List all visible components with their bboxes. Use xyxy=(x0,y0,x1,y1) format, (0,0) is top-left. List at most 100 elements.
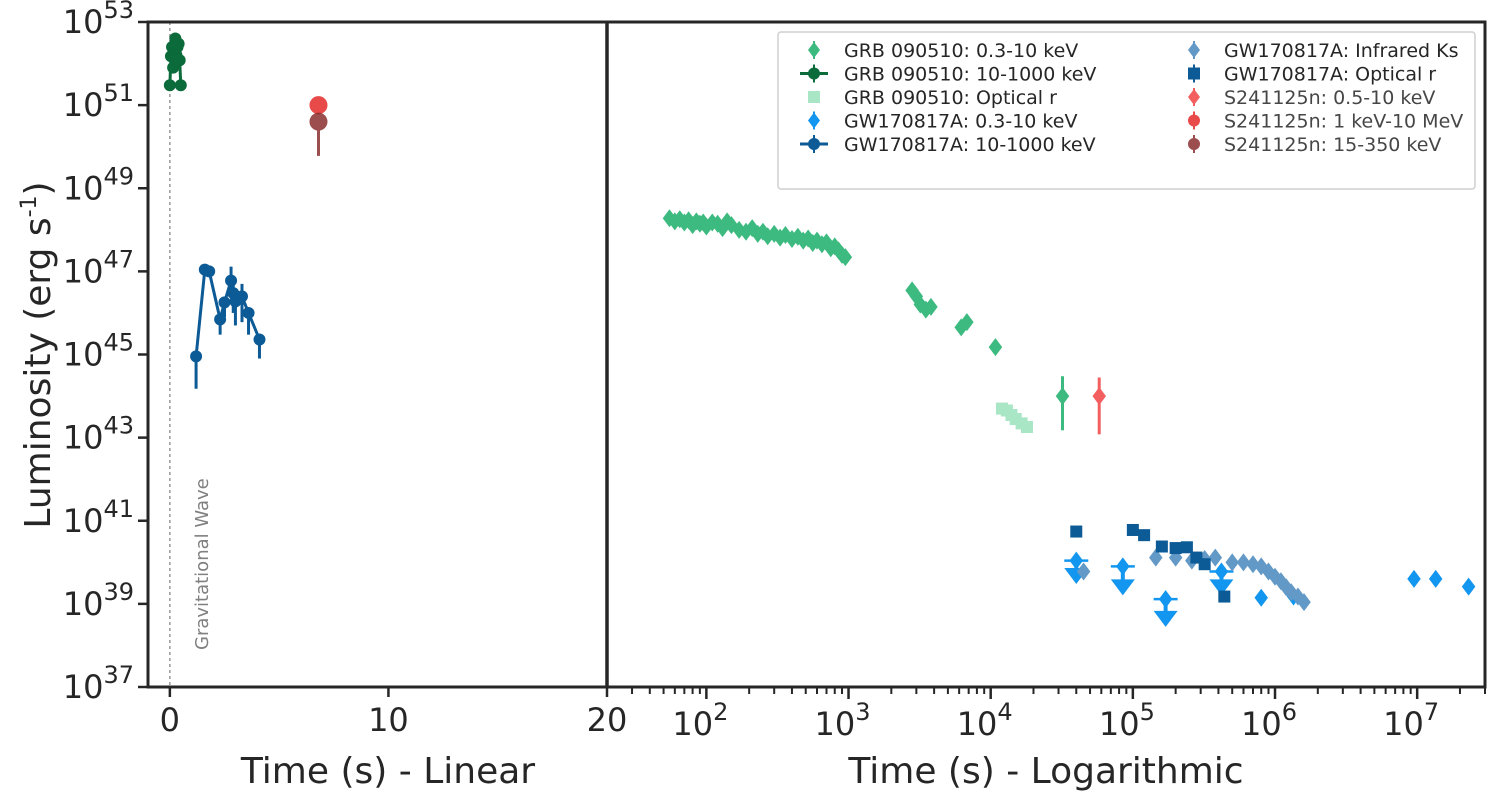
series-3 xyxy=(1064,551,1476,627)
legend-marker xyxy=(808,42,820,58)
y-tick-label-base: 10 xyxy=(63,419,104,457)
plot-marks xyxy=(163,22,1476,687)
y-tick-label: 1037 xyxy=(63,661,134,706)
y-tick-label: 1053 xyxy=(63,0,134,41)
legend-label: GW170817A: 0.3-10 keV xyxy=(844,111,1077,133)
y-tick-label-exp: 41 xyxy=(103,495,134,523)
data-point xyxy=(225,274,238,287)
right-x-axis-title: Time (s) - Logarithmic xyxy=(847,751,1243,792)
legend-label: GW170817A: Infrared Ks xyxy=(1224,40,1458,62)
y-tick-label-exp: 43 xyxy=(103,412,134,440)
series-2 xyxy=(995,402,1033,434)
y-tick-label-base: 10 xyxy=(63,668,104,706)
legend-entry: GRB 090510: 0.3-10 keV xyxy=(808,40,1078,62)
y-axis-title-exp: -1 xyxy=(17,195,42,217)
data-point xyxy=(1076,562,1091,581)
y-tick-label: 1045 xyxy=(63,329,134,374)
y-axis-title-main: Luminosity (erg s xyxy=(18,217,59,528)
data-point xyxy=(1092,387,1106,406)
data-point xyxy=(172,37,185,50)
right-x-tick-label: 102 xyxy=(672,698,728,743)
legend-marker xyxy=(1188,67,1200,80)
right-x-tick-label-base: 10 xyxy=(1383,705,1424,743)
y-tick-label: 1047 xyxy=(63,245,134,290)
series-0 xyxy=(662,209,1070,431)
legend-entry: GW170817A: 0.3-10 keV xyxy=(808,111,1077,133)
right-x-tick-label-exp: 7 xyxy=(1424,698,1439,726)
legend-marker xyxy=(808,112,820,129)
legend-label: GRB 090510: Optical r xyxy=(844,87,1057,109)
data-point xyxy=(1218,590,1231,603)
data-point xyxy=(1116,557,1130,576)
y-axis-title: Luminosity (erg s-1) xyxy=(17,181,59,528)
legend-entry: S241125n: 1 keV-10 MeV xyxy=(1188,111,1463,133)
y-tick-label-exp: 45 xyxy=(103,329,134,357)
data-point xyxy=(163,79,176,92)
data-point xyxy=(1158,590,1173,609)
data-point xyxy=(838,248,853,267)
y-tick-label-exp: 53 xyxy=(103,0,134,24)
data-point xyxy=(174,79,187,92)
data-point xyxy=(1055,387,1070,406)
data-point xyxy=(1208,548,1223,567)
right-x-tick-label: 106 xyxy=(1241,698,1297,743)
data-point xyxy=(218,296,231,309)
right-x-tick-label-exp: 3 xyxy=(855,698,870,726)
left-panel-frame xyxy=(146,20,609,689)
data-point xyxy=(988,338,1003,357)
legend-entry: S241125n: 0.5-10 keV xyxy=(1188,87,1435,109)
legend-frame xyxy=(777,31,1476,190)
left-x-tick-label: 10 xyxy=(368,701,409,739)
right-x-tick-label: 104 xyxy=(957,698,1013,743)
right-x-tick-label-exp: 4 xyxy=(997,698,1012,726)
legend-marker xyxy=(808,91,820,103)
legend-entry: GW170817A: Infrared Ks xyxy=(1188,40,1458,62)
data-point xyxy=(203,265,216,278)
series-6 xyxy=(1070,523,1231,603)
y-tick-label: 1041 xyxy=(63,495,134,540)
right-x-tick-label-base: 10 xyxy=(672,705,713,743)
legend-marker xyxy=(808,138,820,150)
series-7 xyxy=(1092,377,1106,435)
y-tick-label-exp: 37 xyxy=(103,661,134,689)
data-point xyxy=(1236,553,1251,572)
legend-label: GW170817A: 10-1000 keV xyxy=(844,134,1096,156)
legend-marker xyxy=(1188,114,1200,127)
series-9 xyxy=(309,112,328,156)
upper-limit-arrow xyxy=(1110,579,1135,596)
y-tick-label-exp: 39 xyxy=(103,578,134,606)
data-point xyxy=(173,54,186,67)
right-x-tick-label: 103 xyxy=(815,698,871,743)
right-x-tick-label-base: 10 xyxy=(1241,705,1282,743)
legend-marker xyxy=(1188,42,1200,58)
data-point xyxy=(1020,421,1033,434)
data-point xyxy=(309,96,328,115)
y-tick-label-exp: 49 xyxy=(103,162,134,190)
legend-entry: GRB 090510: 10-1000 keV xyxy=(800,64,1096,86)
data-point xyxy=(1138,529,1151,542)
legend-label: S241125n: 15-350 keV xyxy=(1224,134,1441,156)
legend-marker xyxy=(1188,89,1200,105)
upper-limit-arrow xyxy=(1153,610,1178,627)
y-tick-label-exp: 51 xyxy=(103,79,134,107)
left-x-axis-title: Time (s) - Linear xyxy=(240,751,535,792)
y-tick-label: 1049 xyxy=(63,162,134,207)
y-tick-label: 1051 xyxy=(63,79,134,124)
y-tick-label-exp: 47 xyxy=(103,245,134,273)
y-tick-label-base: 10 xyxy=(63,3,104,41)
legend-label: S241125n: 0.5-10 keV xyxy=(1224,87,1435,109)
y-axis-title-close: ) xyxy=(18,181,59,195)
right-x-tick-label-exp: 5 xyxy=(1140,698,1155,726)
data-point xyxy=(1297,593,1311,612)
data-point xyxy=(1169,542,1182,555)
data-point xyxy=(1180,541,1193,554)
left-x-tick-label: 0 xyxy=(160,701,180,739)
legend-label: S241125n: 1 keV-10 MeV xyxy=(1224,111,1463,133)
series-4 xyxy=(190,263,266,389)
right-x-tick-label-exp: 6 xyxy=(1282,698,1297,726)
data-point xyxy=(1214,562,1229,581)
legend-label: GW170817A: Optical r xyxy=(1224,64,1436,86)
data-point xyxy=(960,313,974,332)
data-point xyxy=(253,333,266,346)
